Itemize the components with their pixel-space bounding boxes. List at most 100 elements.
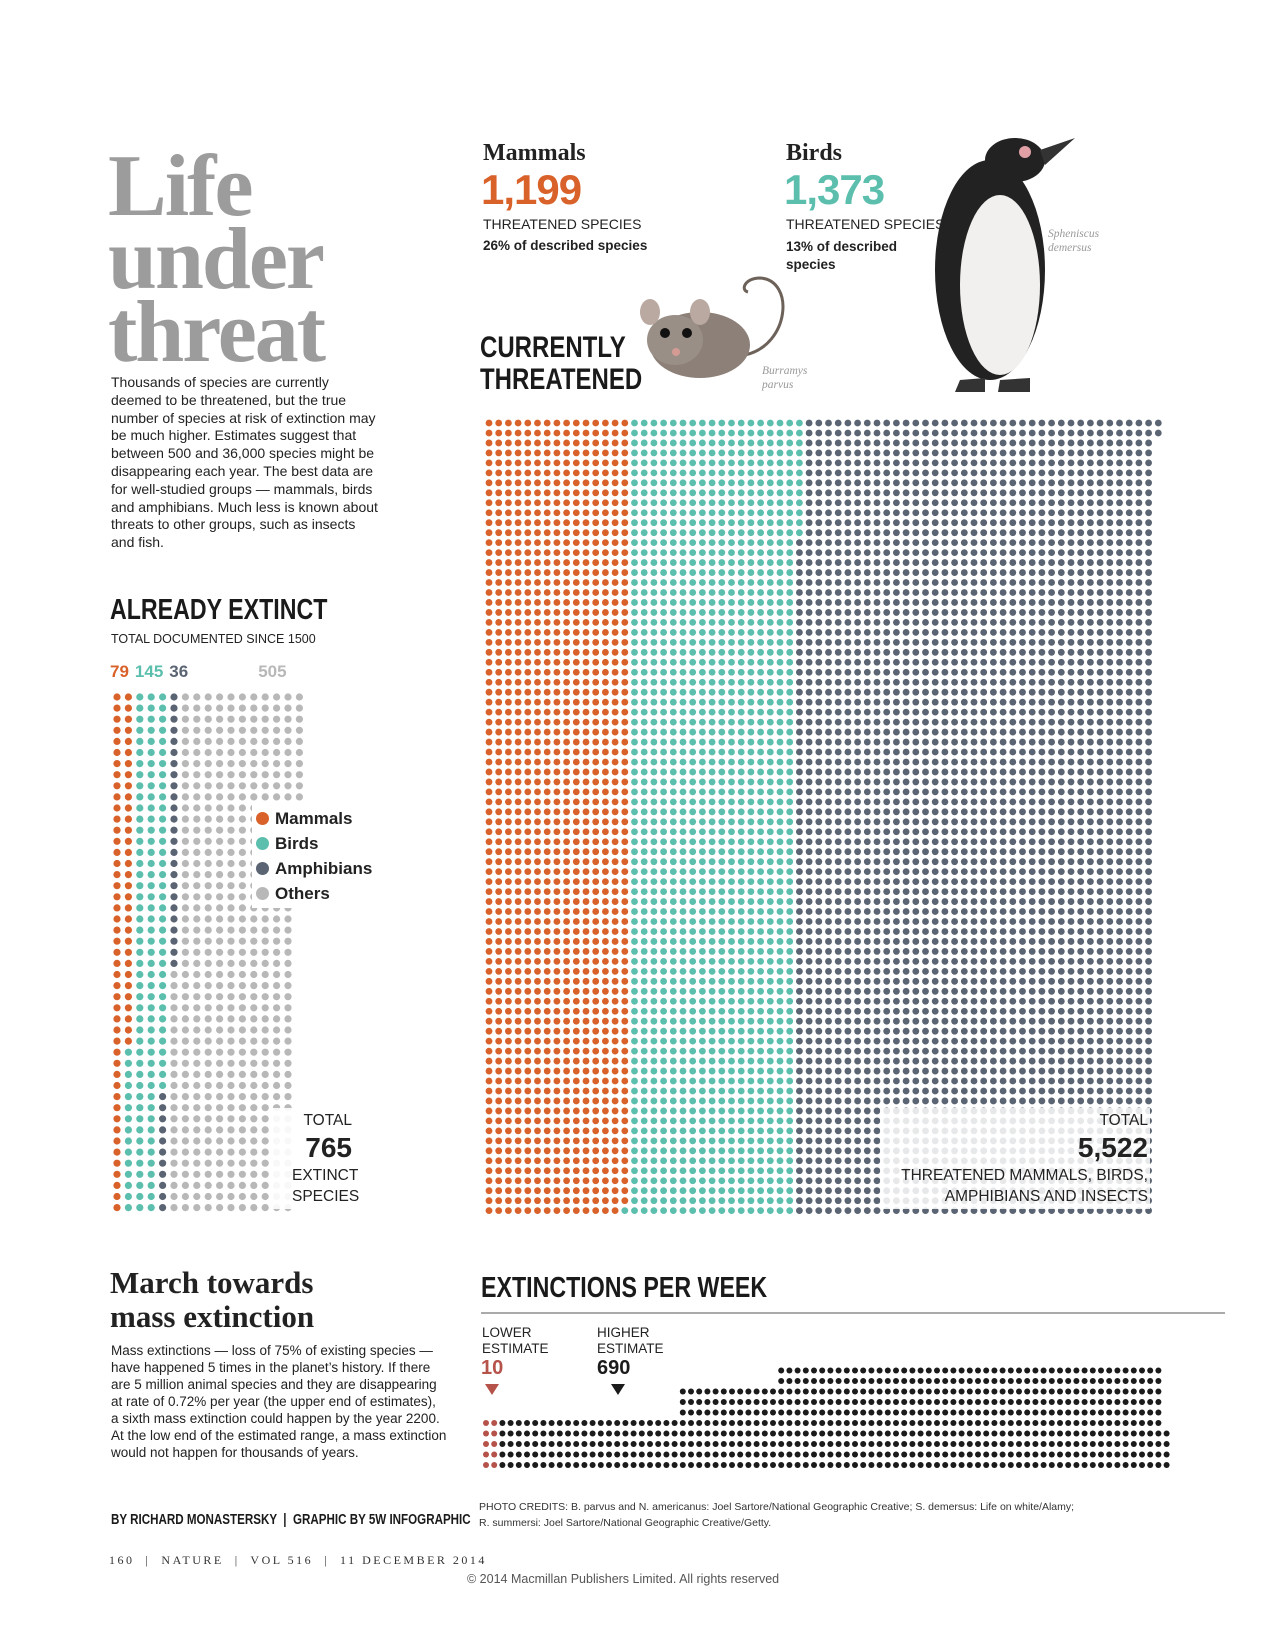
dot: [815, 1097, 823, 1105]
dot: [572, 648, 580, 656]
dot: [124, 926, 132, 934]
dot: [796, 808, 803, 816]
dot: [941, 429, 949, 437]
dot: [912, 459, 920, 467]
dot: [805, 638, 813, 646]
dot: [295, 715, 303, 723]
dot: [227, 959, 235, 968]
dot: [170, 1170, 178, 1178]
dot: [951, 638, 958, 646]
dot: [514, 509, 522, 517]
dot: [250, 1037, 258, 1045]
dot: [863, 997, 871, 1005]
dot: [854, 1197, 861, 1205]
dot: [534, 648, 541, 656]
dot: [124, 1181, 132, 1189]
dot: [786, 878, 794, 886]
dot: [679, 1067, 687, 1075]
dot: [815, 638, 823, 646]
dot: [980, 818, 988, 826]
dot: [825, 1177, 832, 1185]
dot: [951, 539, 958, 547]
dot: [582, 1167, 590, 1175]
dot: [124, 715, 132, 723]
dot: [147, 993, 155, 1001]
dot: [505, 459, 512, 467]
dot: [757, 1097, 764, 1105]
dot: [524, 1007, 532, 1015]
dot: [863, 718, 871, 726]
dot: [776, 1007, 784, 1015]
dot: [250, 1059, 258, 1067]
dot: [951, 828, 958, 836]
dot: [261, 937, 269, 945]
dot: [621, 788, 629, 796]
dot: [699, 768, 706, 776]
dot: [718, 848, 726, 856]
dot: [147, 737, 155, 746]
dot: [147, 970, 155, 979]
dot: [718, 1157, 726, 1165]
dot: [238, 1037, 246, 1045]
dot: [660, 728, 667, 736]
dot: [679, 1057, 687, 1065]
dot: [660, 1197, 667, 1205]
dot: [922, 509, 929, 517]
dot: [699, 459, 706, 467]
dot: [863, 708, 871, 716]
dot: [776, 948, 784, 955]
dot: [592, 977, 600, 985]
dot: [181, 804, 189, 812]
dot: [204, 1170, 212, 1178]
dot: [621, 967, 629, 975]
dot: [718, 778, 726, 786]
dot: [543, 888, 551, 895]
dot: [902, 549, 910, 557]
dot: [204, 859, 212, 868]
dot: [708, 778, 716, 786]
dot: [883, 778, 891, 786]
dot: [170, 1059, 178, 1067]
dot: [689, 898, 697, 905]
dot: [854, 549, 861, 557]
dot: [980, 688, 988, 696]
dot: [660, 678, 667, 686]
dot: [572, 758, 580, 766]
dot: [193, 760, 201, 768]
dot: [553, 948, 561, 955]
dot: [238, 982, 246, 990]
dot: [621, 479, 629, 487]
dot: [786, 1007, 794, 1015]
dot: [631, 499, 638, 507]
dot: [815, 648, 823, 656]
dot: [534, 489, 541, 497]
dot: [181, 982, 189, 990]
dot: [181, 782, 189, 790]
dot: [776, 638, 784, 646]
dot: [922, 748, 929, 756]
dot: [505, 1127, 512, 1135]
dot: [931, 708, 939, 716]
dot: [786, 1207, 794, 1215]
dot: [912, 838, 920, 846]
dot: [689, 997, 697, 1005]
dot: [602, 1037, 609, 1045]
dot: [737, 559, 745, 566]
dot: [640, 499, 648, 507]
dot: [284, 793, 292, 801]
dot: [159, 704, 167, 712]
dot: [621, 928, 629, 935]
dot: [805, 808, 813, 816]
dot: [699, 1007, 706, 1015]
dot: [284, 704, 292, 712]
dot: [572, 479, 580, 487]
dot: [931, 1097, 939, 1105]
dot: [786, 1147, 794, 1155]
dot: [650, 549, 658, 557]
dot: [602, 838, 609, 846]
dot: [534, 967, 541, 975]
dot: [485, 828, 493, 836]
dot: [631, 1157, 638, 1165]
dot: [485, 858, 493, 866]
dot: [951, 888, 958, 895]
